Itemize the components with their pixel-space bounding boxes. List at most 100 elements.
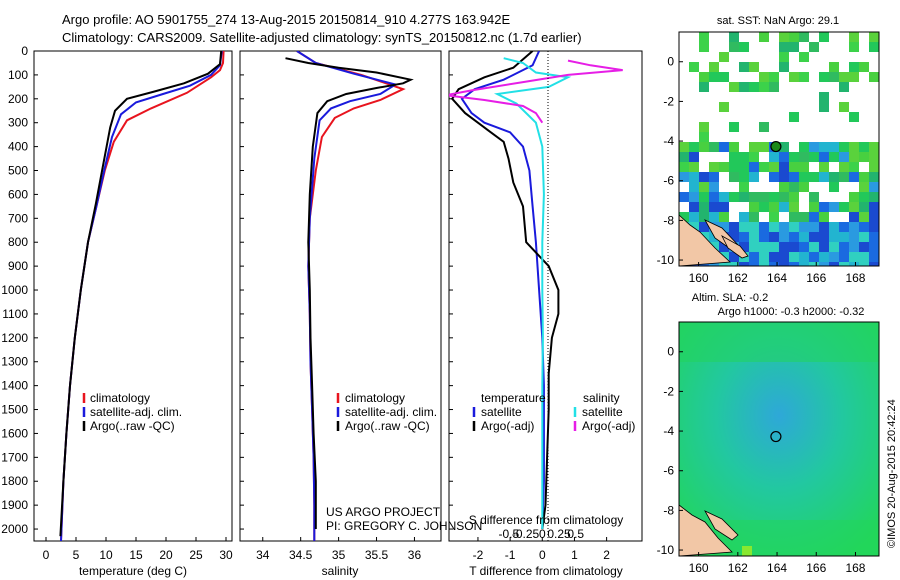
map-cell bbox=[729, 162, 739, 172]
map-cell bbox=[769, 82, 779, 92]
map-cell bbox=[839, 202, 849, 212]
map-cell bbox=[859, 262, 869, 266]
x-tick-label: -1 bbox=[505, 548, 516, 562]
x-tick-label-salinity: -0.5 bbox=[498, 527, 519, 541]
map-cell bbox=[699, 172, 709, 182]
map-cell bbox=[689, 142, 699, 152]
map-y-tick-label: -2 bbox=[663, 384, 674, 398]
map-x-tick-label: 160 bbox=[689, 271, 709, 285]
series-line-argo-raw-qc- bbox=[285, 57, 414, 529]
sst-map-title: sat. SST: NaN Argo: 29.1 bbox=[717, 15, 839, 27]
map-cell bbox=[779, 32, 789, 42]
map-cell bbox=[719, 192, 729, 202]
series-line-satellite-adj-clim- bbox=[60, 51, 223, 541]
map-cell bbox=[799, 32, 809, 42]
map-cell bbox=[799, 252, 809, 262]
map-cell bbox=[829, 152, 839, 162]
map-cell bbox=[779, 152, 789, 162]
legend-label: climatology bbox=[90, 391, 150, 405]
map-cell bbox=[799, 212, 809, 222]
map-cell bbox=[759, 142, 769, 152]
map-cell bbox=[819, 72, 829, 82]
map-cell bbox=[839, 72, 849, 82]
x-tick-label-salinity: 0.5 bbox=[567, 527, 584, 541]
map-cell bbox=[769, 202, 779, 212]
map-x-tick-label: 164 bbox=[767, 561, 787, 575]
x-tick-label: -2 bbox=[473, 548, 484, 562]
temperature-xlabel: temperature (deg C) bbox=[79, 564, 187, 578]
map-cell bbox=[769, 172, 779, 182]
map-cell bbox=[829, 182, 839, 192]
map-cell bbox=[769, 152, 779, 162]
map-cell bbox=[809, 152, 819, 162]
map-cell bbox=[799, 232, 809, 242]
map-cell bbox=[849, 262, 859, 266]
map-cell bbox=[819, 162, 829, 172]
legend-label: Argo(-adj) bbox=[582, 419, 635, 433]
x-tick-label: 34.5 bbox=[289, 548, 313, 562]
map-cell bbox=[749, 262, 759, 266]
x-tick-label-salinity: 0.25 bbox=[547, 527, 571, 541]
map-cell bbox=[719, 102, 729, 112]
map-cell bbox=[779, 192, 789, 202]
map-cell bbox=[799, 142, 809, 152]
map-cell bbox=[809, 192, 819, 202]
map-cell bbox=[709, 262, 719, 266]
depth-tick-label: 900 bbox=[8, 259, 28, 273]
map-cell bbox=[869, 182, 879, 192]
map-cell bbox=[729, 42, 739, 52]
x-tick-label: 30 bbox=[219, 548, 233, 562]
map-cell bbox=[829, 262, 839, 266]
map-cell bbox=[819, 152, 829, 162]
figure-subtitle: Climatology: CARS2009. Satellite-adjuste… bbox=[62, 30, 582, 45]
map-cell bbox=[759, 202, 769, 212]
map-cell bbox=[679, 142, 689, 152]
sla-map-frame bbox=[678, 321, 880, 557]
map-cell bbox=[749, 142, 759, 152]
depth-tick-label: 600 bbox=[8, 187, 28, 201]
map-cell bbox=[779, 142, 789, 152]
map-cell bbox=[739, 242, 749, 252]
map-cell bbox=[739, 62, 749, 72]
map-x-tick-label: 166 bbox=[806, 271, 826, 285]
map-cell bbox=[719, 212, 729, 222]
map-cell bbox=[729, 82, 739, 92]
map-cell bbox=[709, 72, 719, 82]
map-cell bbox=[869, 242, 879, 252]
sla-map-subtitle: Argo h1000: -0.3 h2000: -0.32 bbox=[718, 306, 865, 318]
map-cell bbox=[779, 202, 789, 212]
difference-series bbox=[449, 51, 623, 530]
map-cell bbox=[749, 82, 759, 92]
map-cell bbox=[769, 192, 779, 202]
map-cell bbox=[729, 172, 739, 182]
map-cell bbox=[869, 32, 879, 42]
map-y-tick-label: -10 bbox=[657, 543, 675, 557]
difference-xlabel: T difference from climatology bbox=[469, 564, 623, 578]
map-cell bbox=[849, 162, 859, 172]
map-cell bbox=[789, 162, 799, 172]
difference-xlabel-salinity: S difference from climatology bbox=[469, 513, 624, 527]
map-cell bbox=[829, 62, 839, 72]
depth-tick-label: 200 bbox=[8, 92, 28, 106]
map-cell bbox=[819, 212, 829, 222]
map-cell bbox=[789, 192, 799, 202]
map-x-tick-label: 168 bbox=[845, 561, 865, 575]
map-cell bbox=[719, 52, 729, 62]
x-tick-label: 15 bbox=[129, 548, 143, 562]
map-cell bbox=[759, 262, 769, 266]
x-tick-label: 5 bbox=[73, 548, 80, 562]
map-x-tick-label: 162 bbox=[728, 561, 748, 575]
map-cell bbox=[719, 142, 729, 152]
map-cell bbox=[859, 192, 869, 202]
salinity-series bbox=[285, 51, 414, 541]
map-x-tick-label: 166 bbox=[806, 561, 826, 575]
sst-map-frame bbox=[678, 31, 880, 267]
map-cell bbox=[679, 192, 689, 202]
map-cell bbox=[729, 222, 739, 232]
map-cell bbox=[809, 172, 819, 182]
legend-label: satellite-adj. clim. bbox=[90, 405, 182, 419]
map-cell bbox=[819, 202, 829, 212]
map-cell bbox=[869, 262, 879, 266]
map-cell bbox=[699, 192, 709, 202]
map-cell bbox=[839, 142, 849, 152]
